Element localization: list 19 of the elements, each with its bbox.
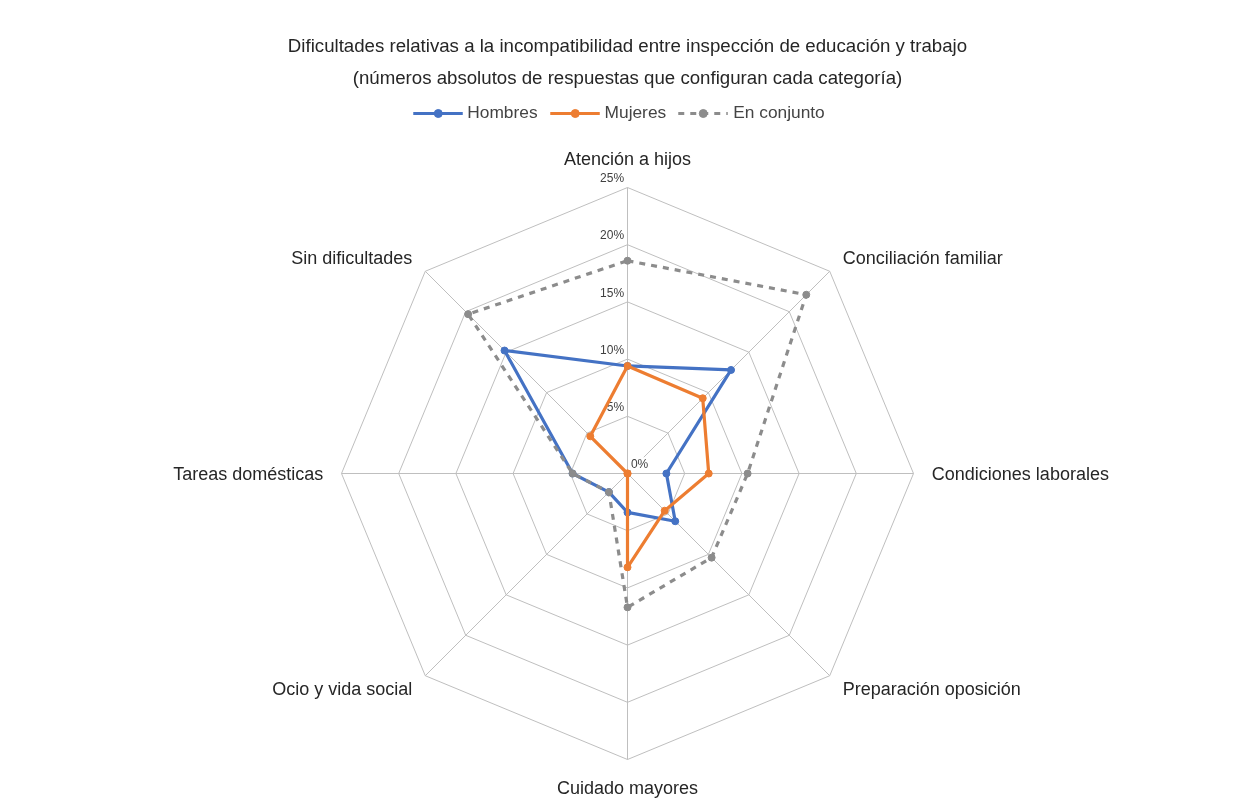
- y-tick-label: 20%: [600, 228, 625, 243]
- spoke-label: Conciliación familiar: [842, 248, 1003, 269]
- y-tick-label: 5%: [606, 400, 625, 415]
- y-tick-label: 10%: [600, 342, 625, 357]
- legend-label: Hombres: [467, 102, 538, 123]
- y-tick-label: 0%: [630, 457, 649, 472]
- y-tick-label: 15%: [600, 285, 625, 300]
- spoke-label: Sin dificultades: [291, 248, 413, 269]
- chart-title: Dificultades relativas a la incompatibilidad entre inspección de educación y trabajo: [287, 35, 968, 56]
- spoke-label: Atención a hijos: [563, 149, 692, 170]
- legend-label: En conjunto: [733, 102, 825, 123]
- spoke-label: Preparación oposición: [842, 678, 1021, 699]
- legend-label: Mujeres: [604, 102, 667, 123]
- chart-subtitle: (números absolutos de respuestas que configuran cada categoría): [352, 67, 903, 88]
- y-tick-label: 25%: [600, 171, 625, 186]
- spoke-label: Cuidado mayores: [556, 777, 699, 798]
- spoke-label: Condiciones laborales: [931, 463, 1109, 484]
- spoke-label: Ocio y vida social: [272, 678, 413, 699]
- spoke-label: Tareas domésticas: [173, 463, 324, 484]
